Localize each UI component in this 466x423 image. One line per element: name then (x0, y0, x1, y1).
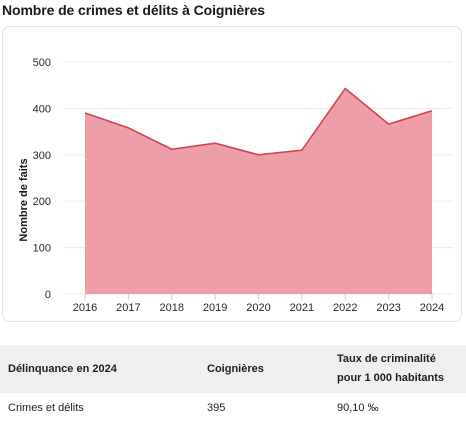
x-tick-label: 2017 (116, 302, 140, 314)
table-row: Crimes et délits 395 90,10 ‰ (0, 393, 466, 423)
y-tick-label: 500 (33, 57, 51, 69)
area-fill (85, 88, 432, 294)
x-tick-label: 2020 (246, 302, 270, 314)
x-tick-label: 2021 (290, 302, 314, 314)
y-tick-label: 0 (45, 289, 51, 301)
x-tick-label: 2023 (376, 302, 400, 314)
area-chart: 0 100 200 300 400 500 2016 2017 2018 2019 2020 202… (18, 57, 453, 314)
table-header-delinquance: Délinquance en 2024 (8, 362, 117, 375)
table-cell-rate: 90,10 ‰ (337, 402, 379, 414)
y-tick-label: 300 (33, 150, 51, 162)
table-cell-count: 395 (207, 402, 226, 414)
table-cell-category: Crimes et délits (8, 402, 84, 414)
page-title: Nombre de crimes et délits à Coignières (2, 2, 265, 18)
area-series (84, 87, 433, 294)
table-header-taux: Taux de criminalité pour 1 000 habitants (337, 353, 444, 384)
x-tick-label: 2024 (420, 302, 444, 314)
x-tick-label: 2019 (203, 302, 227, 314)
chart-card: 0 100 200 300 400 500 2016 2017 2018 2019 2020 202… (2, 26, 462, 322)
x-tick-label: 2016 (73, 302, 97, 314)
y-tick-label: 100 (33, 243, 51, 255)
y-axis-ticks: 0 100 200 300 400 500 (33, 57, 51, 301)
y-axis-title: Nombre de faits (18, 158, 30, 241)
x-axis-ticks: 2016 2017 2018 2019 2020 2021 2022 2023 2024 (73, 294, 444, 314)
x-tick-label: 2018 (160, 302, 184, 314)
table-header-row: Délinquance en 2024 Coignières Taux de c… (0, 345, 466, 393)
y-tick-label: 400 (33, 103, 51, 115)
table-header-commune: Coignières (207, 362, 264, 375)
y-tick-label: 200 (33, 196, 51, 208)
stats-table: Délinquance en 2024 Coignières Taux de c… (0, 345, 466, 423)
x-tick-label: 2022 (333, 302, 357, 314)
